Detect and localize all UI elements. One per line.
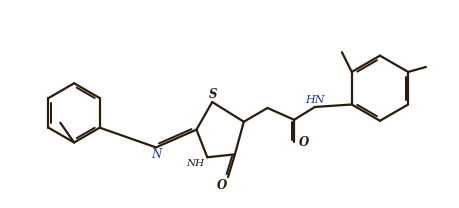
Text: O: O [299,136,309,149]
Text: O: O [217,179,227,192]
Text: NH: NH [186,159,204,168]
Text: S: S [209,88,218,101]
Text: N: N [151,148,161,161]
Text: HN: HN [305,95,325,105]
